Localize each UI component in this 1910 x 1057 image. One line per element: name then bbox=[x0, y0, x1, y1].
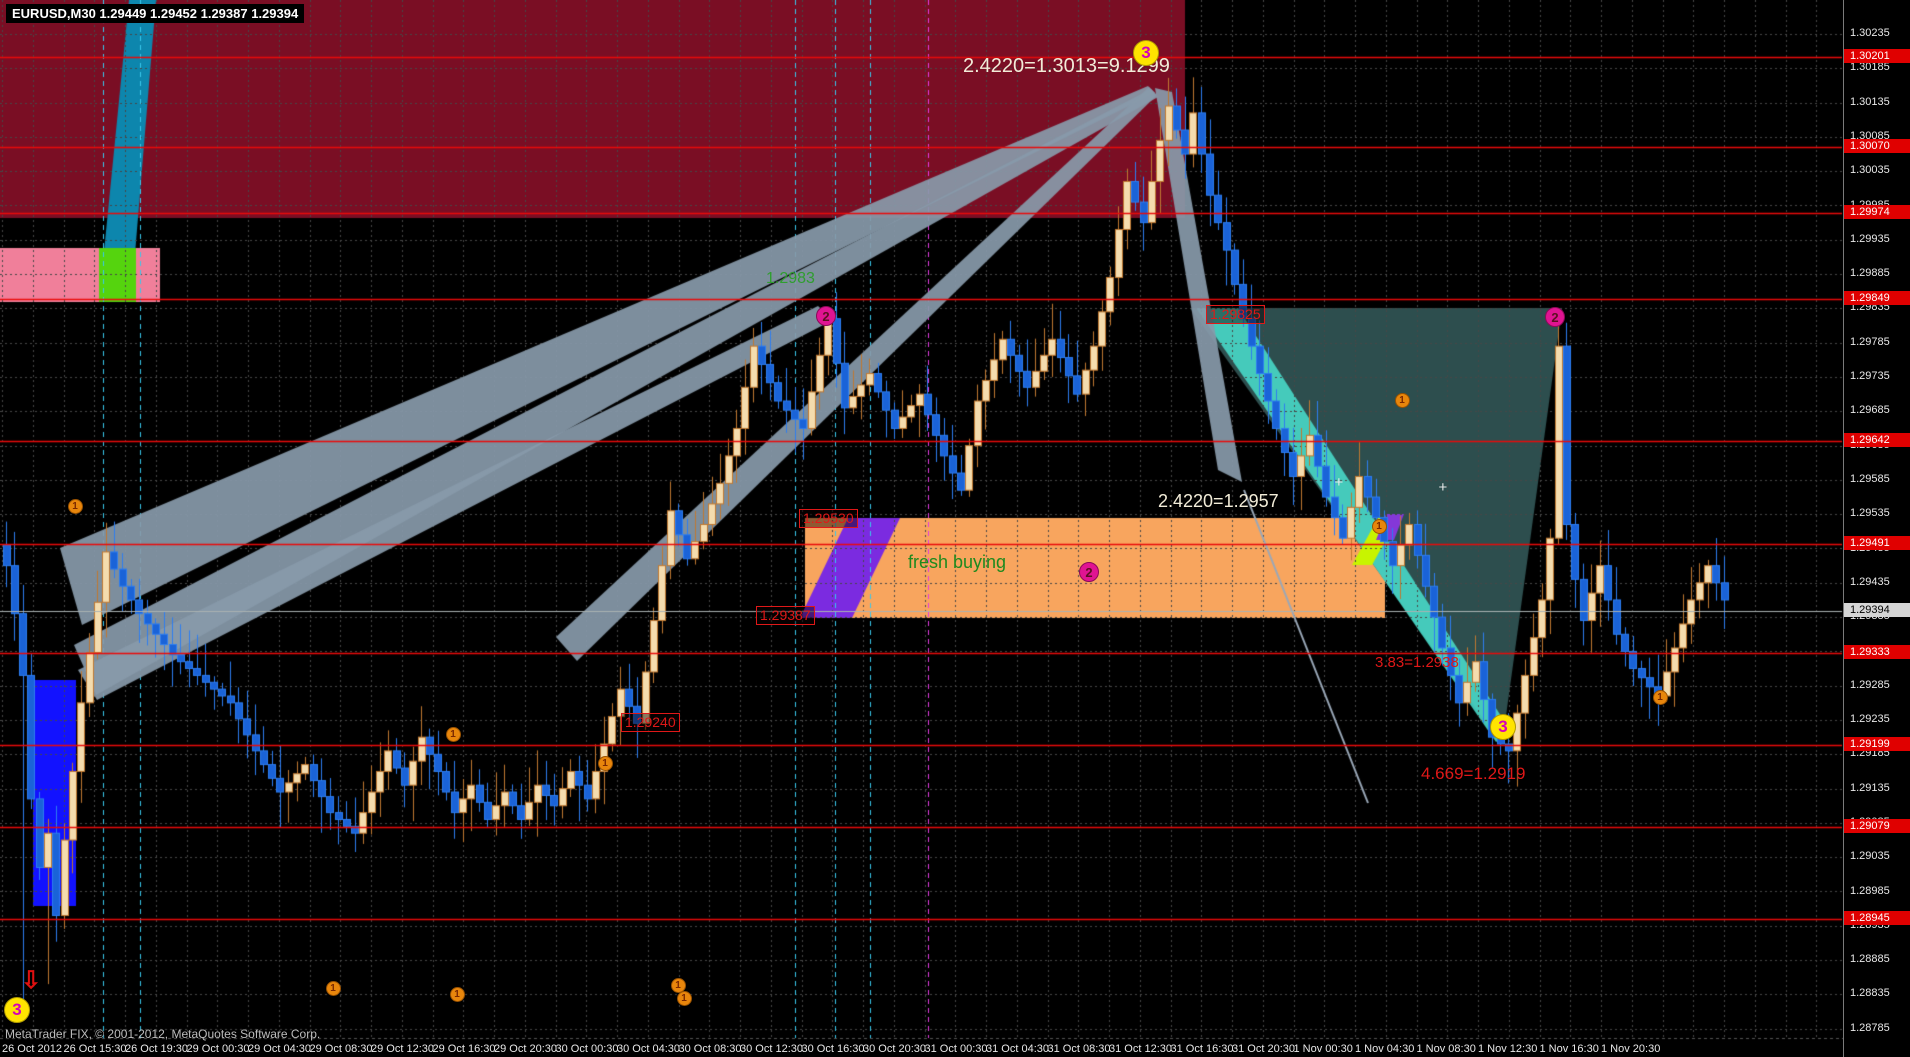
price-level-badge: 1.29199 bbox=[1844, 736, 1910, 751]
wave-marker-2[interactable]: 2 bbox=[1079, 562, 1099, 582]
boxed-price-129825[interactable]: 1.29825 bbox=[1206, 305, 1265, 324]
price-level-badge: 1.30070 bbox=[1844, 139, 1910, 154]
time-axis[interactable]: 26 Oct 2012 26 Oct 15:30 26 Oct 19:30 29 Oc… bbox=[0, 1040, 1843, 1057]
price-level-badge: 1.30201 bbox=[1844, 49, 1910, 64]
wave-marker-1[interactable]: 1 bbox=[445, 726, 461, 742]
wave-marker-1[interactable]: 1 bbox=[67, 498, 83, 514]
bid-price-badge: 1.29394 bbox=[1844, 602, 1910, 617]
time-tick-label: 31 Oct 08:30 bbox=[1047, 1043, 1111, 1055]
price-tick-label: 1.29685 bbox=[1850, 404, 1890, 417]
wave-marker-2[interactable]: 2 bbox=[816, 306, 836, 326]
price-tick-label: 1.30135 bbox=[1850, 95, 1890, 108]
price-tick-label: 1.30185 bbox=[1850, 61, 1890, 74]
time-tick-label: 1 Nov 12:30 bbox=[1478, 1043, 1538, 1055]
note-fresh-buying[interactable]: fresh buying bbox=[908, 552, 1007, 572]
price-tick-label: 1.28885 bbox=[1850, 953, 1890, 966]
wave-marker-3[interactable]: 3 bbox=[4, 997, 30, 1023]
boxed-price-129530[interactable]: 1.29530 bbox=[799, 509, 858, 528]
time-tick-label: 30 Oct 12:30 bbox=[740, 1043, 803, 1055]
price-note-green[interactable]: 1.2983 bbox=[766, 270, 815, 287]
boxed-price-129240[interactable]: 1.29240 bbox=[621, 713, 680, 732]
price-tick-label: 1.29285 bbox=[1850, 678, 1890, 691]
time-tick-label: 29 Oct 20:30 bbox=[494, 1043, 557, 1055]
price-tick-label: 1.29435 bbox=[1850, 575, 1890, 588]
time-tick-label: 30 Oct 20:30 bbox=[863, 1043, 926, 1055]
time-tick-label: 30 Oct 16:30 bbox=[801, 1043, 865, 1055]
time-tick-label: 31 Oct 00:30 bbox=[924, 1043, 988, 1055]
price-tick-label: 1.28985 bbox=[1850, 884, 1890, 897]
price-level-badge: 1.28945 bbox=[1844, 910, 1910, 925]
price-tick-label: 1.29235 bbox=[1850, 713, 1890, 725]
wave-marker-1[interactable]: 1 bbox=[1371, 518, 1387, 534]
price-level-badge: 1.29974 bbox=[1844, 205, 1910, 220]
ratio-label-4669[interactable]: 4.669=1.2919 bbox=[1421, 764, 1526, 783]
wave-marker-3[interactable]: 3 bbox=[1490, 714, 1516, 740]
fibo-expansion-label-top[interactable]: 2.4220=1.3013=9.1299 bbox=[963, 55, 1170, 77]
wave-marker-1[interactable]: 1 bbox=[676, 990, 692, 1006]
time-tick-label: 1 Nov 16:30 bbox=[1539, 1043, 1599, 1055]
cross-marker[interactable]: + bbox=[1334, 473, 1344, 491]
time-tick-label: 1 Nov 20:30 bbox=[1601, 1043, 1661, 1055]
price-level-badge: 1.29849 bbox=[1844, 290, 1910, 305]
price-level-badge: 1.29491 bbox=[1844, 536, 1910, 551]
price-tick-label: 1.29035 bbox=[1850, 850, 1890, 863]
wave-marker-1[interactable]: 1 bbox=[325, 980, 341, 996]
wave-marker-1[interactable]: 1 bbox=[670, 977, 686, 993]
time-tick-label: 30 Oct 04:30 bbox=[617, 1043, 680, 1055]
ratio-label-383[interactable]: 3.83=1.2938 bbox=[1375, 654, 1459, 671]
chart-title-text: EURUSD,M30 1.29449 1.29452 1.29387 1.293… bbox=[12, 6, 299, 21]
time-tick-label: 26 Oct 15:30 bbox=[63, 1043, 127, 1055]
wave-marker-1[interactable]: 1 bbox=[449, 986, 465, 1002]
fibo-expansion-label-mid[interactable]: 2.4220=1.2957 bbox=[1158, 491, 1279, 511]
wave-marker-3[interactable]: 3 bbox=[1133, 40, 1159, 66]
price-tick-label: 1.29535 bbox=[1850, 507, 1890, 520]
wave-marker-1[interactable]: 1 bbox=[597, 755, 613, 771]
price-tick-label: 1.29735 bbox=[1850, 370, 1890, 382]
cross-marker[interactable]: + bbox=[1438, 478, 1448, 496]
time-tick-label: 31 Oct 04:30 bbox=[986, 1043, 1049, 1055]
price-axis[interactable]: 1.30235 1.30185 1.30135 1.30085 1.30035 1.299… bbox=[1843, 0, 1910, 1057]
price-tick-label: 1.28785 bbox=[1850, 1021, 1890, 1034]
time-tick-label: 29 Oct 04:30 bbox=[248, 1043, 311, 1055]
time-tick-label: 29 Oct 08:30 bbox=[309, 1043, 373, 1055]
watermark: MetaTrader FIX, © 2001-2012, MetaQuotes … bbox=[5, 1027, 321, 1041]
price-tick-label: 1.30235 bbox=[1850, 27, 1890, 39]
time-tick-label: 1 Nov 00:30 bbox=[1293, 1043, 1353, 1055]
price-tick-label: 1.29585 bbox=[1850, 472, 1890, 485]
boxed-price-129387[interactable]: 1.29387 bbox=[756, 606, 815, 625]
price-tick-label: 1.29935 bbox=[1850, 232, 1890, 245]
time-tick-label: 31 Oct 12:30 bbox=[1109, 1043, 1172, 1055]
sell-arrow-icon[interactable]: ⇩ bbox=[21, 966, 42, 994]
time-tick-label: 29 Oct 00:30 bbox=[186, 1043, 250, 1055]
time-tick-label: 31 Oct 16:30 bbox=[1170, 1043, 1234, 1055]
time-tick-label: 30 Oct 00:30 bbox=[555, 1043, 619, 1055]
wave-marker-2[interactable]: 2 bbox=[1545, 307, 1565, 327]
price-level-badge: 1.29642 bbox=[1844, 432, 1910, 447]
price-level-badge: 1.29079 bbox=[1844, 819, 1910, 834]
time-tick-label: 30 Oct 08:30 bbox=[678, 1043, 742, 1055]
time-tick-label: 29 Oct 16:30 bbox=[432, 1043, 496, 1055]
wave-marker-1[interactable]: 1 bbox=[1394, 392, 1410, 408]
price-tick-label: 1.28835 bbox=[1850, 987, 1890, 1000]
time-tick-label: 26 Oct 19:30 bbox=[125, 1043, 188, 1055]
time-tick-label: 1 Nov 04:30 bbox=[1355, 1043, 1415, 1055]
time-tick-label: 26 Oct 2012 bbox=[2, 1043, 62, 1055]
price-level-badge: 1.29333 bbox=[1844, 644, 1910, 659]
time-tick-label: 31 Oct 20:30 bbox=[1232, 1043, 1295, 1055]
time-tick-label: 1 Nov 08:30 bbox=[1416, 1043, 1476, 1055]
time-tick-label: 29 Oct 12:30 bbox=[371, 1043, 434, 1055]
price-tick-label: 1.29785 bbox=[1850, 335, 1890, 348]
chart-title: EURUSD,M30 1.29449 1.29452 1.29387 1.293… bbox=[6, 4, 305, 23]
price-tick-label: 1.30085 bbox=[1850, 129, 1890, 142]
price-tick-label: 1.30035 bbox=[1850, 164, 1890, 177]
price-tick-label: 1.29885 bbox=[1850, 267, 1890, 280]
wave-marker-1[interactable]: 1 bbox=[1652, 689, 1668, 705]
price-tick-label: 1.29135 bbox=[1850, 781, 1890, 794]
